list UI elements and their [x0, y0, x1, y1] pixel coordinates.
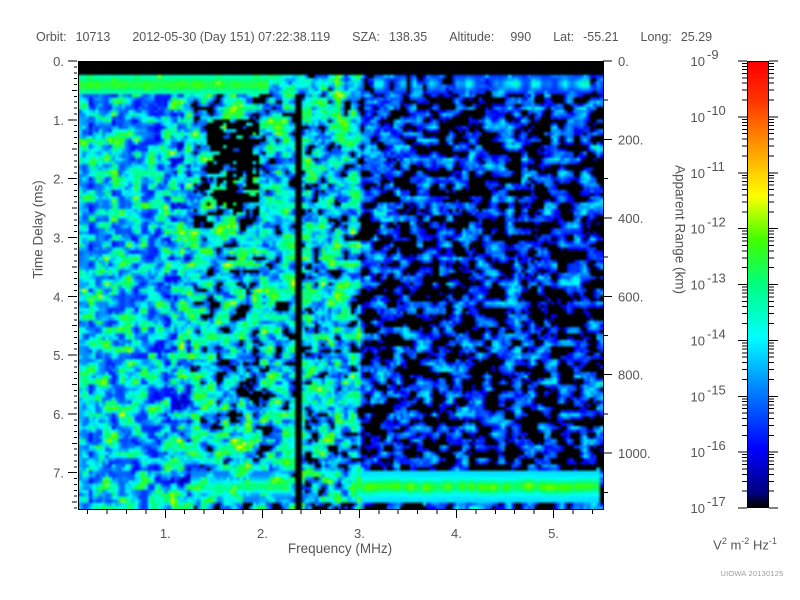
altitude-label: Altitude: — [449, 30, 495, 44]
y-axis-left-tick-label: 7. — [53, 466, 64, 481]
x-axis-tick-label: 4. — [451, 526, 462, 541]
colorbar-tick-label: 10 -16 — [691, 438, 726, 460]
unit-meter-exponent: -2 — [741, 536, 750, 546]
y-axis-left-tick-label: 1. — [53, 113, 64, 128]
orbit-value: 10713 — [75, 30, 111, 44]
longitude-value: 25.29 — [680, 30, 713, 44]
svg-text:10: 10 — [691, 389, 705, 404]
latitude-label: Lat: — [553, 30, 575, 44]
svg-text:-15: -15 — [707, 382, 726, 397]
svg-text:-11: -11 — [707, 159, 725, 174]
colorbar-tick-label: 10 -13 — [691, 271, 726, 293]
y-axis-left-tick-label: 3. — [53, 230, 64, 245]
colorbar-tick-label: 10 -17 — [691, 494, 726, 516]
y-axis-right-tick-label: 0. — [618, 54, 629, 69]
colorbar-tick-label: 10 -10 — [691, 103, 726, 125]
institution-credit: UIOWA 20130125 — [720, 569, 784, 578]
svg-text:10: 10 — [691, 278, 705, 293]
svg-text:10: 10 — [691, 222, 705, 237]
longitude-label: Long: — [640, 30, 672, 44]
colorbar-unit-label: V2 m-2 Hz-1 — [690, 536, 800, 552]
y-axis-right-tick-label: 800. — [618, 368, 643, 383]
y-axis-left-tick-label: 4. — [53, 289, 64, 304]
y-axis-left-tick-label: 0. — [53, 54, 64, 69]
y-axis-left-tick-label: 2. — [53, 172, 64, 187]
unit-hertz-exponent: -1 — [768, 536, 777, 546]
svg-text:-17: -17 — [707, 494, 726, 509]
svg-text:-10: -10 — [707, 103, 726, 118]
x-axis-tick-label: 2. — [257, 526, 268, 541]
altitude-value: 990 — [510, 30, 532, 44]
colorbar-tick-label: 10 -14 — [691, 326, 726, 348]
y-axis-left-tick-label: 6. — [53, 407, 64, 422]
svg-text:10: 10 — [691, 445, 705, 460]
svg-text:10: 10 — [691, 333, 705, 348]
sza-value: 138.35 — [388, 30, 428, 44]
unit-volt-exponent: 2 — [721, 536, 727, 546]
x-axis-tick-label: 5. — [548, 526, 559, 541]
colorbar-tick-label: 10 -12 — [691, 215, 726, 237]
y-axis-left-tick-label: 5. — [53, 348, 64, 363]
svg-text:10: 10 — [691, 54, 705, 69]
colorbar-tick-label: 10 -15 — [691, 382, 726, 404]
svg-text:-12: -12 — [707, 215, 726, 230]
svg-text:10: 10 — [691, 501, 705, 516]
latitude-value: -55.21 — [583, 30, 619, 44]
y-axis-right-tick-label: 400. — [618, 211, 643, 226]
spectrogram-canvas — [79, 62, 603, 509]
observation-datetime: 2012-05-30 (Day 151) 07:22:38.119 — [132, 30, 331, 44]
unit-hertz: Hz — [752, 537, 769, 553]
svg-text:-9: -9 — [707, 47, 719, 62]
y-axis-right-tick-label: 200. — [618, 132, 643, 147]
svg-text:10: 10 — [691, 110, 705, 125]
colorbar — [747, 61, 769, 508]
y-axis-right-tick-label: 600. — [618, 289, 643, 304]
unit-meter: m — [730, 537, 742, 553]
orbit-label: Orbit: — [36, 30, 67, 44]
colorbar-tick-label: 10 -9 — [691, 47, 719, 69]
unit-volt: V — [713, 537, 722, 553]
svg-text:-13: -13 — [707, 271, 726, 286]
svg-text:10: 10 — [691, 166, 705, 181]
colorbar-gradient — [747, 61, 769, 508]
colorbar-tick-label: 10 -11 — [691, 159, 725, 181]
ionogram-plot-area — [78, 61, 604, 510]
sza-label: SZA: — [352, 30, 380, 44]
y-axis-right-title: Apparent Range (km) — [672, 164, 688, 295]
x-axis-tick-label: 1. — [160, 526, 171, 541]
svg-text:-16: -16 — [707, 438, 726, 453]
svg-text:-14: -14 — [707, 326, 726, 341]
y-axis-left-title: Time Delay (ms) — [30, 180, 46, 279]
x-axis-tick-label: 3. — [354, 526, 365, 541]
header-info-bar: Orbit: 10713 2012-05-30 (Day 151) 07:22:… — [0, 30, 800, 48]
x-axis-title: Frequency (MHz) — [287, 541, 393, 556]
y-axis-right-tick-label: 1000. — [618, 446, 651, 461]
